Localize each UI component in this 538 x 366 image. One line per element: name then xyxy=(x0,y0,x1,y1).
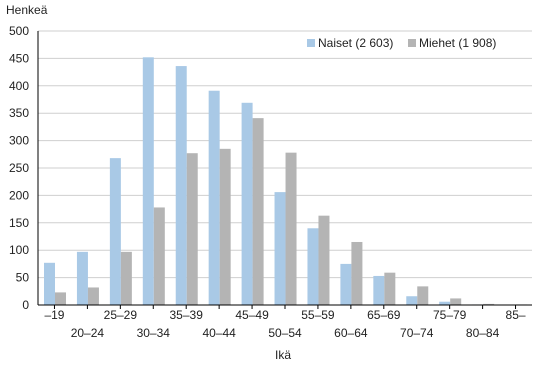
bar xyxy=(483,303,495,305)
y-tick-label: 350 xyxy=(9,106,29,120)
x-axis: –19 20–24 25–29 30–34 35–39 40–44 45–49 50–54 55… xyxy=(38,304,532,340)
x-tick-label: 25–29 xyxy=(104,308,138,322)
legend-label: Naiset (2 603) xyxy=(318,36,393,50)
x-tick-label: 65–69 xyxy=(367,308,401,322)
y-tick-label: 0 xyxy=(22,298,29,312)
x-tick-label: 75–79 xyxy=(433,308,467,322)
y-tick-label: 300 xyxy=(9,134,29,148)
bar xyxy=(55,292,66,305)
legend-swatch xyxy=(408,39,416,47)
bar xyxy=(417,286,429,305)
y-tick-label: 250 xyxy=(9,161,29,175)
bar xyxy=(142,57,154,305)
x-tick-label: 35–39 xyxy=(170,308,204,322)
x-tick-label: 40–44 xyxy=(202,326,236,340)
x-tick-label: 50–54 xyxy=(268,326,302,340)
x-tick-label: 55–59 xyxy=(301,308,335,322)
x-tick-label: 60–64 xyxy=(334,326,368,340)
bar xyxy=(109,158,121,305)
y-tick-label: 100 xyxy=(9,243,29,257)
bar xyxy=(76,251,88,305)
bar xyxy=(450,298,462,305)
bar xyxy=(219,148,231,305)
bar xyxy=(340,263,352,305)
bar xyxy=(307,228,319,305)
legend-swatch xyxy=(307,39,315,47)
bar xyxy=(44,262,55,305)
y-axis: 0 50 100 150 200 250 300 350 400 450 500 xyxy=(9,24,39,312)
bar xyxy=(274,192,286,305)
bars xyxy=(44,57,528,306)
y-tick-label: 450 xyxy=(9,51,29,65)
bar xyxy=(318,215,330,305)
bar xyxy=(208,90,220,306)
bar xyxy=(384,272,396,305)
bar xyxy=(153,207,165,305)
bar xyxy=(439,301,451,305)
x-tick-label: 45–49 xyxy=(235,308,269,322)
y-tick-label: 500 xyxy=(9,24,29,38)
y-tick-label: 200 xyxy=(9,188,29,202)
x-tick-label: 70–74 xyxy=(400,326,434,340)
x-axis-title: Ikä xyxy=(275,348,291,362)
x-tick-label: 30–34 xyxy=(137,326,171,340)
bar xyxy=(285,152,297,305)
y-axis-title: Henkeä xyxy=(6,3,48,17)
bar xyxy=(175,66,187,306)
legend: Naiset (2 603) Miehet (1 908) xyxy=(307,36,496,50)
bar xyxy=(186,153,198,305)
bar xyxy=(241,102,253,306)
bar xyxy=(351,241,363,305)
x-tick-label: 80–84 xyxy=(466,326,500,340)
x-tick-label: –19 xyxy=(44,308,64,322)
bar xyxy=(373,275,385,305)
bar xyxy=(406,296,418,305)
bar xyxy=(252,118,264,306)
bar xyxy=(120,251,132,305)
y-tick-label: 50 xyxy=(16,271,30,285)
bar xyxy=(87,287,99,305)
y-tick-label: 400 xyxy=(9,79,29,93)
legend-label: Miehet (1 908) xyxy=(419,36,496,50)
x-tick-label: 20–24 xyxy=(71,326,105,340)
y-tick-label: 150 xyxy=(9,216,29,230)
x-tick-label: 85– xyxy=(506,308,526,322)
